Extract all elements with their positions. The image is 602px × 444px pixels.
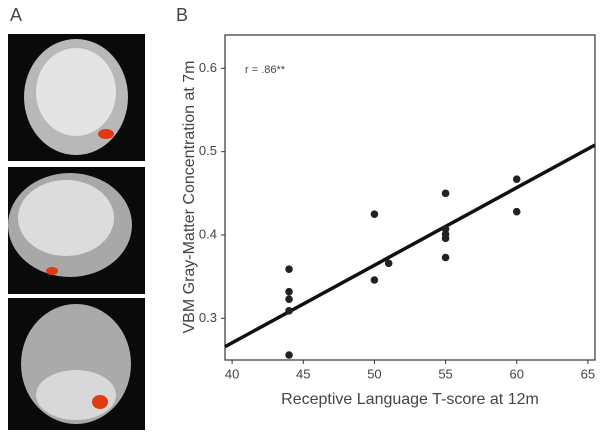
point bbox=[512, 207, 521, 216]
point bbox=[441, 189, 450, 198]
point bbox=[441, 253, 450, 262]
point bbox=[384, 259, 393, 268]
point bbox=[285, 351, 293, 359]
y-tick-label: 0.4 bbox=[199, 226, 217, 241]
point bbox=[285, 295, 293, 303]
y-axis-label: VBM Gray-Matter Concentration at 7m bbox=[181, 61, 198, 334]
point bbox=[285, 307, 293, 315]
panel-label: B bbox=[176, 5, 188, 25]
panel-label: A bbox=[10, 5, 22, 25]
point bbox=[370, 210, 379, 218]
regression-line bbox=[224, 143, 596, 349]
x-tick-label: 65 bbox=[581, 366, 595, 381]
x-tick-label: 60 bbox=[509, 366, 523, 381]
point bbox=[370, 276, 379, 284]
x-tick-label: 55 bbox=[438, 366, 452, 381]
annotation: r = .86** bbox=[245, 64, 286, 76]
point bbox=[441, 234, 450, 243]
x-tick-label: 45 bbox=[296, 366, 310, 381]
point bbox=[512, 175, 521, 183]
mri-images bbox=[8, 34, 145, 430]
point bbox=[285, 287, 293, 296]
y-tick-label: 0.3 bbox=[199, 310, 217, 325]
plot-frame bbox=[224, 34, 596, 361]
y-tick-label: 0.5 bbox=[199, 143, 217, 158]
x-tick-label: 40 bbox=[225, 366, 239, 381]
x-axis-label: Receptive Language T-score at 12m bbox=[281, 391, 539, 408]
point bbox=[285, 265, 293, 273]
x-tick-label: 50 bbox=[367, 366, 381, 381]
y-tick-label: 0.6 bbox=[199, 60, 217, 75]
